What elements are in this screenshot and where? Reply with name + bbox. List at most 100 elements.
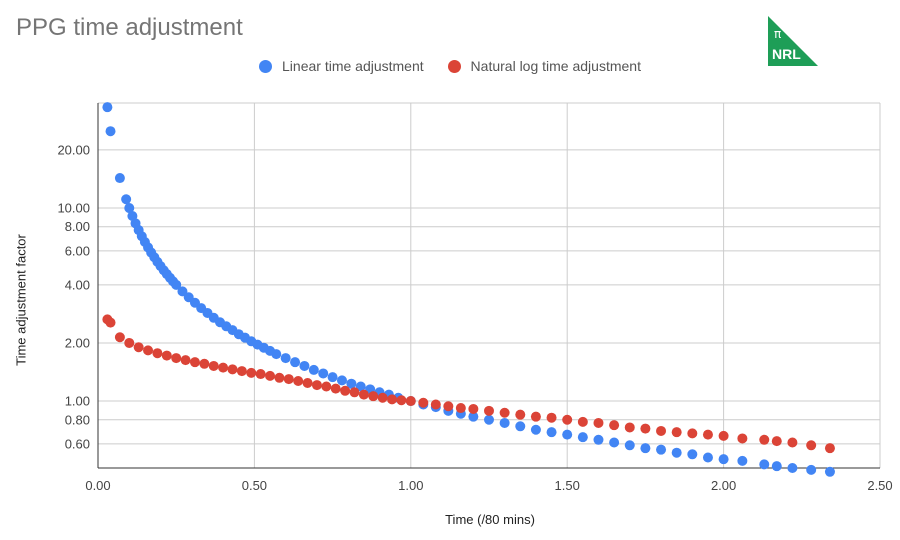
linear-point[interactable] — [759, 459, 770, 470]
linear-point[interactable] — [121, 194, 132, 205]
linear-point[interactable] — [102, 102, 113, 113]
natural-log-point[interactable] — [624, 422, 635, 433]
linear-point[interactable] — [105, 126, 116, 137]
linear-point[interactable] — [787, 463, 798, 473]
linear-point[interactable] — [499, 417, 510, 428]
linear-point[interactable] — [656, 444, 667, 455]
natural-log-point[interactable] — [349, 387, 360, 398]
natural-log-point[interactable] — [562, 414, 573, 425]
natural-log-point[interactable] — [640, 423, 651, 434]
natural-log-point[interactable] — [358, 389, 369, 400]
natural-log-point[interactable] — [265, 370, 276, 381]
linear-point[interactable] — [737, 455, 748, 466]
natural-log-point[interactable] — [302, 378, 313, 389]
linear-point[interactable] — [806, 464, 817, 475]
linear-point[interactable] — [624, 440, 635, 451]
linear-point[interactable] — [336, 375, 347, 386]
linear-point[interactable] — [515, 421, 526, 432]
natural-log-point[interactable] — [405, 396, 416, 407]
legend-item-linear[interactable]: Linear time adjustment — [259, 58, 424, 74]
natural-log-point[interactable] — [687, 428, 698, 439]
natural-log-point[interactable] — [208, 360, 219, 371]
natural-log-point[interactable] — [484, 405, 494, 416]
natural-log-point[interactable] — [199, 358, 210, 369]
linear-point[interactable] — [318, 368, 329, 379]
linear-point[interactable] — [718, 454, 729, 465]
natural-log-point[interactable] — [377, 392, 388, 403]
natural-log-point[interactable] — [161, 350, 172, 361]
natural-log-point[interactable] — [787, 437, 798, 448]
linear-point[interactable] — [308, 364, 319, 375]
linear-point[interactable] — [346, 378, 357, 389]
natural-log-point[interactable] — [143, 345, 154, 356]
natural-log-point[interactable] — [105, 317, 116, 328]
natural-log-point[interactable] — [468, 403, 479, 414]
natural-log-point[interactable] — [737, 433, 748, 444]
linear-point[interactable] — [468, 411, 479, 422]
linear-point[interactable] — [546, 427, 557, 438]
linear-point[interactable] — [593, 434, 604, 445]
linear-point[interactable] — [577, 432, 588, 443]
natural-log-point[interactable] — [368, 391, 379, 402]
natural-log-point[interactable] — [114, 332, 125, 343]
natural-log-point[interactable] — [609, 420, 620, 431]
natural-log-point[interactable] — [283, 374, 294, 385]
natural-log-point[interactable] — [227, 364, 238, 375]
natural-log-point[interactable] — [499, 407, 510, 418]
natural-log-point[interactable] — [255, 369, 266, 380]
linear-point[interactable] — [609, 437, 620, 448]
natural-log-point[interactable] — [546, 412, 557, 423]
natural-log-point[interactable] — [530, 411, 541, 422]
linear-point[interactable] — [299, 360, 310, 371]
natural-log-point[interactable] — [124, 337, 135, 348]
natural-log-point[interactable] — [577, 416, 588, 427]
linear-point[interactable] — [640, 443, 651, 454]
linear-point[interactable] — [327, 372, 338, 383]
linear-point[interactable] — [280, 353, 291, 364]
linear-point[interactable] — [290, 357, 301, 368]
natural-log-point[interactable] — [321, 381, 332, 392]
linear-point[interactable] — [824, 466, 835, 477]
natural-log-point[interactable] — [515, 409, 526, 420]
natural-log-point[interactable] — [236, 366, 247, 377]
linear-point[interactable] — [562, 429, 573, 440]
natural-log-point[interactable] — [293, 376, 304, 387]
linear-point[interactable] — [771, 461, 782, 472]
natural-log-point[interactable] — [418, 397, 429, 408]
natural-log-point[interactable] — [218, 362, 229, 373]
linear-point[interactable] — [702, 452, 713, 463]
natural-log-point[interactable] — [593, 417, 604, 428]
linear-point[interactable] — [177, 286, 188, 297]
natural-log-point[interactable] — [806, 440, 817, 451]
natural-log-point[interactable] — [824, 443, 835, 454]
legend-item-natural-log[interactable]: Natural log time adjustment — [447, 58, 641, 74]
natural-log-point[interactable] — [443, 401, 454, 412]
natural-log-point[interactable] — [311, 380, 322, 391]
natural-log-point[interactable] — [702, 429, 713, 440]
natural-log-point[interactable] — [189, 357, 200, 368]
natural-log-point[interactable] — [656, 425, 667, 436]
linear-point[interactable] — [530, 424, 541, 435]
natural-log-point[interactable] — [180, 355, 191, 366]
linear-point[interactable] — [271, 349, 282, 360]
natural-log-point[interactable] — [133, 342, 144, 353]
natural-log-point[interactable] — [718, 430, 729, 441]
linear-point[interactable] — [671, 447, 682, 458]
natural-log-point[interactable] — [396, 395, 407, 406]
natural-log-point[interactable] — [671, 427, 682, 438]
linear-point[interactable] — [114, 173, 125, 184]
natural-log-point[interactable] — [455, 403, 466, 414]
natural-log-point[interactable] — [430, 399, 441, 410]
natural-log-point[interactable] — [771, 436, 782, 447]
natural-log-point[interactable] — [246, 367, 257, 378]
natural-log-point[interactable] — [152, 348, 163, 359]
linear-point[interactable] — [124, 203, 135, 214]
linear-point[interactable] — [687, 449, 698, 460]
linear-point[interactable] — [484, 414, 494, 425]
natural-log-point[interactable] — [274, 372, 285, 383]
linear-point[interactable] — [171, 279, 182, 290]
linear-point[interactable] — [355, 381, 366, 392]
natural-log-point[interactable] — [330, 383, 341, 394]
natural-log-point[interactable] — [759, 434, 770, 445]
natural-log-point[interactable] — [387, 394, 398, 405]
